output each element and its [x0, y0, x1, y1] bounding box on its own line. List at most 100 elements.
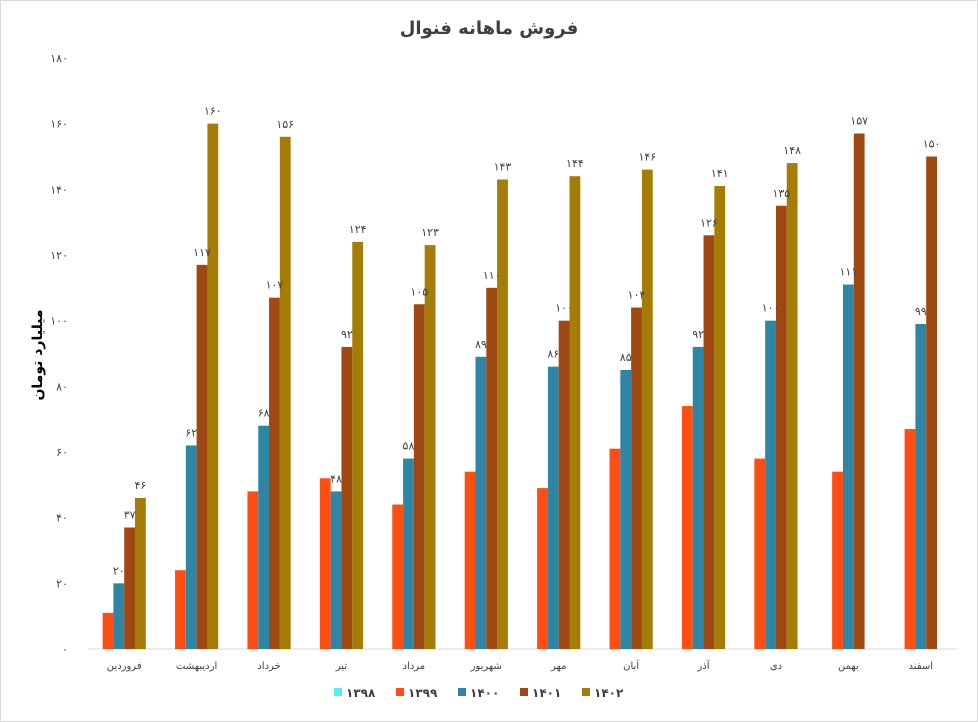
bar	[247, 491, 259, 649]
y-tick-label: ۰	[62, 643, 68, 656]
y-tick-label: ۶۰	[56, 446, 68, 459]
category-label: شهریور	[470, 661, 502, 672]
data-label: ۱۶۰	[204, 105, 222, 118]
data-label: ۱۰۷	[266, 279, 284, 292]
bar	[832, 471, 843, 649]
bar	[319, 478, 331, 649]
y-tick-label: ۱۲۰	[50, 249, 68, 262]
category-label: فروردین	[107, 661, 142, 672]
data-label: ۱۴۳	[494, 160, 512, 173]
bar	[352, 241, 364, 649]
bar	[915, 323, 927, 649]
bar	[185, 445, 197, 649]
data-label: ۱۰۴	[628, 289, 646, 302]
category-label: بهمن	[838, 661, 859, 672]
data-label: ۹۹	[915, 305, 927, 318]
bar	[692, 346, 704, 649]
category-label: مرداد	[403, 661, 426, 672]
data-label: ۶۲	[185, 426, 197, 439]
data-label: ۱۲۶	[700, 216, 718, 229]
bar	[641, 169, 653, 649]
bar	[269, 297, 280, 649]
data-label: ۸۶	[547, 348, 559, 361]
data-label: ۱۴۱	[711, 167, 729, 180]
y-tick-label: ۱۸۰	[50, 52, 68, 65]
bar	[620, 369, 632, 649]
data-label: ۵۸	[403, 440, 415, 453]
bar	[124, 527, 136, 649]
bar	[258, 425, 270, 649]
bar	[330, 491, 342, 649]
data-label: ۱۰۰	[555, 302, 573, 315]
data-label: ۴۸	[330, 472, 342, 485]
bar	[537, 488, 548, 649]
bar	[775, 205, 787, 649]
data-label: ۱۱۱	[840, 266, 858, 279]
data-label: ۱۴۶	[638, 151, 656, 164]
bar	[842, 284, 854, 649]
legend-swatch	[582, 688, 590, 696]
data-label: ۱۴۴	[566, 157, 584, 170]
bar-series	[102, 123, 937, 650]
y-axis-label: میلیارد تومان	[30, 309, 46, 400]
category-label: خرداد	[257, 661, 280, 672]
data-label: ۱۰۵	[410, 285, 428, 298]
data-label: ۱۲۳	[421, 226, 439, 239]
bar	[631, 307, 642, 649]
bar	[547, 366, 559, 649]
data-label: ۶۸	[258, 407, 270, 420]
legend-label: ۱۳۹۸	[346, 686, 376, 700]
data-label: ۱۵۶	[276, 118, 294, 131]
data-label: ۱۱۰	[483, 269, 501, 282]
bar	[475, 356, 487, 649]
category-label: اردیبهشت	[176, 661, 217, 672]
bar	[135, 497, 146, 649]
data-label: ۹۲	[692, 328, 704, 341]
data-label: ۱۳۵	[772, 187, 790, 200]
y-tick-label: ۱۶۰	[50, 118, 68, 131]
bar	[102, 612, 114, 649]
y-tick-label: ۴۰	[56, 512, 68, 525]
legend-label: ۱۴۰۰	[470, 686, 499, 700]
y-axis-ticks: ۰ ۲۰ ۴۰ ۶۰ ۸۰ ۱۰۰ ۱۲۰ ۱۴۰ ۱۶۰ ۱۸۰	[50, 52, 68, 656]
category-label: مهر	[550, 661, 566, 672]
bar	[786, 163, 798, 650]
data-label: ۸۵	[620, 351, 632, 364]
bar	[403, 458, 414, 649]
bar	[341, 346, 353, 649]
bar	[497, 179, 508, 649]
y-tick-label: ۲۰	[56, 577, 68, 590]
data-label: ۱۱۷	[193, 246, 211, 259]
bar	[853, 133, 865, 649]
bar	[609, 448, 621, 649]
legend-swatch	[334, 688, 342, 696]
data-label: ۹۲	[341, 328, 353, 341]
category-label: آبان	[623, 659, 640, 672]
data-label: ۳۷	[124, 509, 136, 522]
bar	[413, 304, 425, 649]
legend-label: ۱۳۹۹	[408, 686, 438, 700]
bar	[904, 429, 916, 649]
legend-swatch	[396, 688, 404, 696]
bar	[424, 245, 436, 649]
category-label: دی	[770, 661, 782, 672]
category-labels: فروردین اردیبهشت خرداد تیر مرداد شهریور مهر آبا…	[107, 659, 933, 672]
bar	[279, 136, 291, 650]
bar	[196, 264, 208, 649]
bar	[558, 320, 570, 649]
chart-title: فروش ماهانه فنوال	[400, 18, 579, 39]
bar	[926, 156, 937, 649]
bar	[464, 471, 476, 649]
data-label: ۱۰۰	[762, 302, 780, 315]
data-label: ۴۶	[134, 479, 146, 492]
category-label: تیر	[335, 661, 348, 672]
data-label: ۱۴۸	[783, 144, 801, 157]
category-label: آذر	[697, 659, 711, 672]
legend-label: ۱۴۰۱	[532, 686, 561, 700]
data-label: ۱۵۰	[923, 138, 941, 151]
y-tick-label: ۱۰۰	[50, 315, 68, 328]
bar	[703, 235, 715, 650]
y-tick-label: ۱۴۰	[50, 183, 68, 196]
category-label: اسفند	[909, 661, 933, 672]
